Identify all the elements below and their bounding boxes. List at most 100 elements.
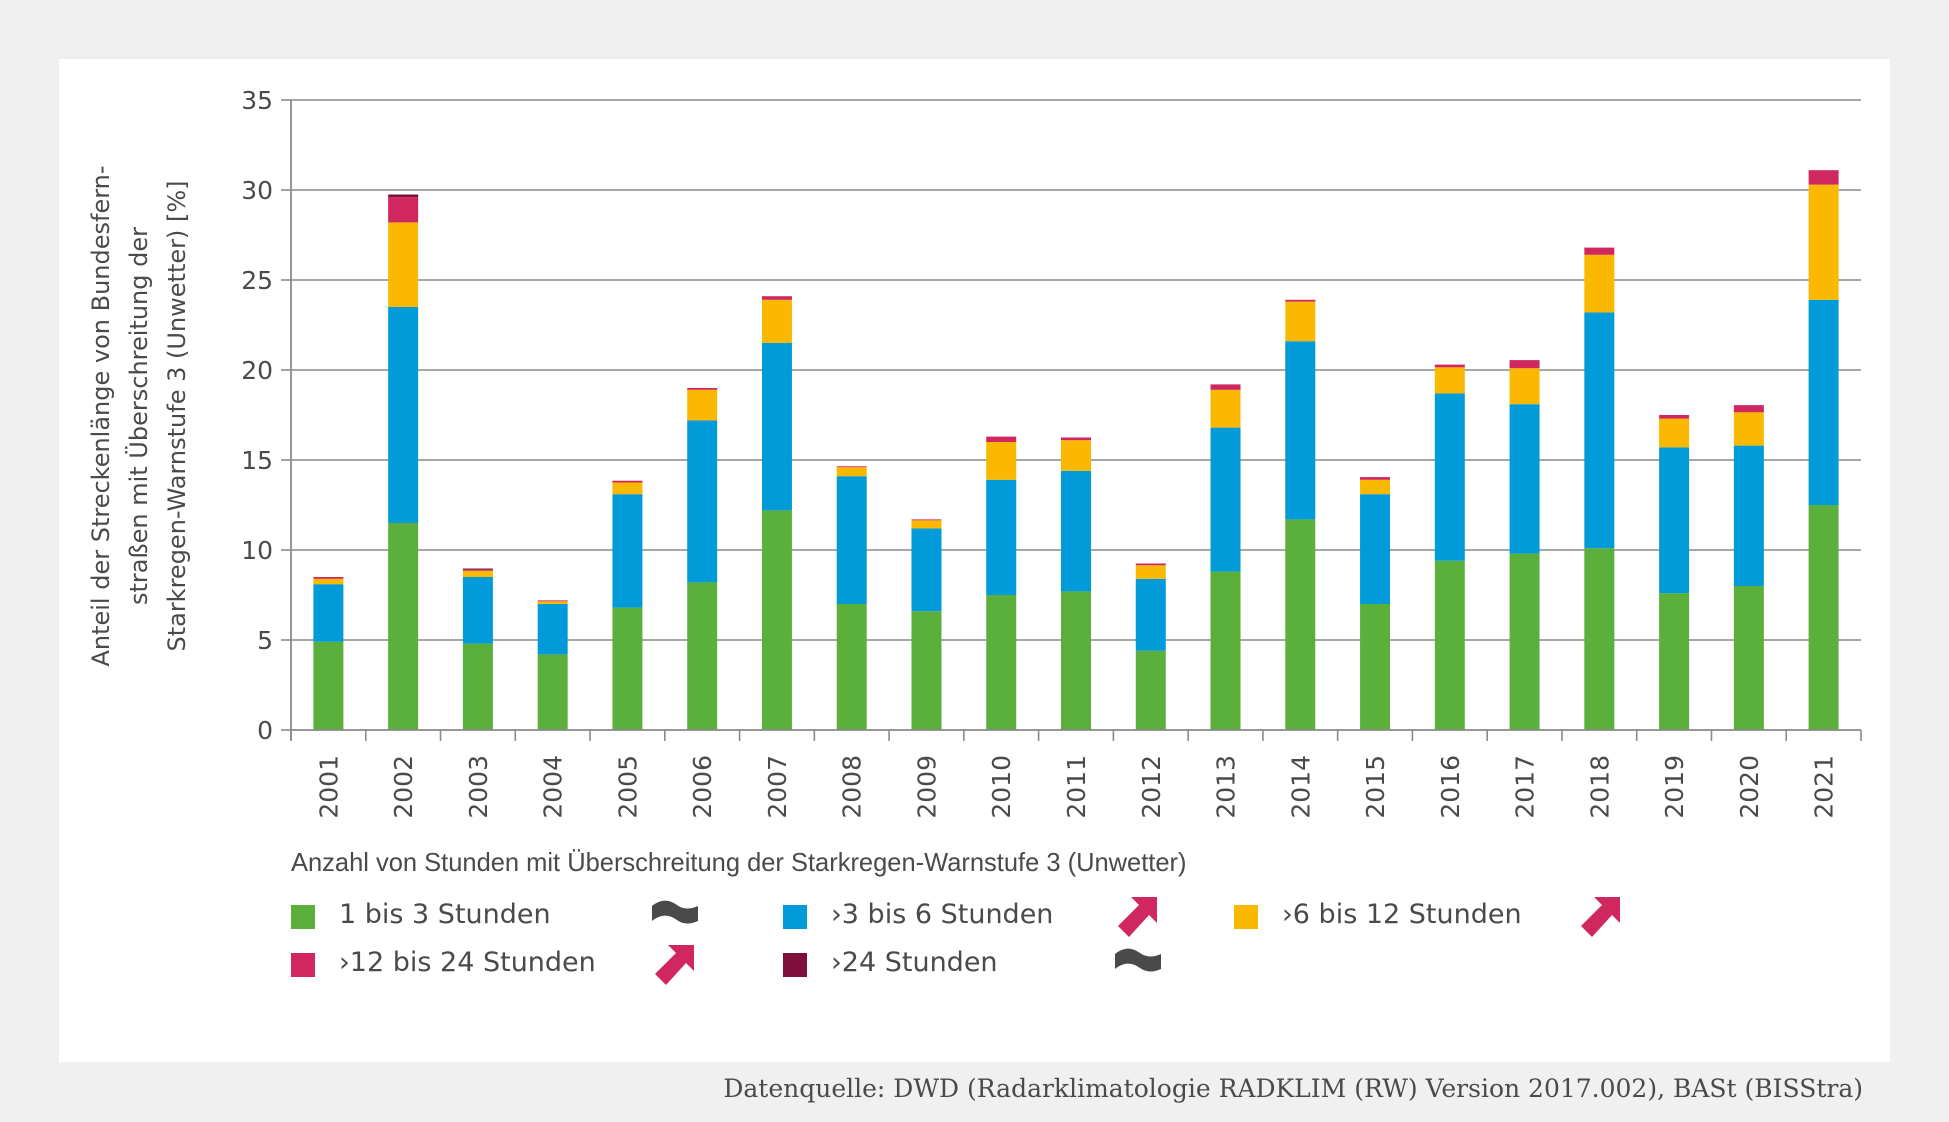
bar-stack-2003: [462, 568, 493, 730]
bar-segment: [612, 607, 643, 730]
bar-stack-2017: [1509, 360, 1540, 730]
bar-segment: [388, 523, 419, 730]
bar-segment: [836, 476, 867, 604]
bar-segment: [462, 643, 493, 730]
bar-segment: [1061, 591, 1091, 730]
legend-swatch: [291, 905, 315, 929]
bar-segment: [462, 568, 493, 570]
arrow-shape: [655, 945, 694, 985]
bar-segment: [1659, 447, 1690, 594]
bar-segment: [388, 197, 419, 223]
bar-segment: [836, 466, 867, 468]
bar-segment: [1061, 440, 1091, 471]
bar-segment: [1434, 393, 1465, 561]
bar-segment: [1061, 470, 1091, 592]
legend-swatch: [291, 953, 315, 977]
y-tick-label: 35: [241, 86, 273, 115]
legend-swatch: [1234, 905, 1258, 929]
y-tick-label: 0: [257, 716, 273, 745]
x-tick-label: 2011: [1062, 755, 1091, 819]
bar-segment: [1135, 578, 1166, 651]
bar-stack-2010: [986, 436, 1017, 730]
bar-segment: [1210, 389, 1241, 428]
bar-segment: [1285, 519, 1316, 730]
bar-stack-2004: [537, 600, 568, 730]
bar-segment: [761, 343, 792, 511]
arrow-shape: [1118, 897, 1157, 937]
legend-swatch: [783, 905, 807, 929]
bar-segment: [761, 296, 792, 300]
x-tick-label: 2001: [314, 755, 343, 819]
y-axis-title: Anteil der Streckenlänge von Bundesfern-…: [87, 165, 191, 666]
bar-segment: [1509, 553, 1540, 730]
bar-segment: [1135, 565, 1166, 579]
bar-segment: [1584, 548, 1615, 730]
y-tick-label: 5: [257, 626, 273, 655]
x-tick-label: 2004: [539, 755, 568, 819]
bar-segment: [1285, 301, 1316, 342]
x-tick-label: 2013: [1212, 755, 1241, 819]
bar-segment: [687, 389, 718, 421]
bar-segment: [1733, 445, 1764, 586]
wave-shape: [652, 900, 698, 924]
x-tick-label: 2021: [1810, 755, 1839, 819]
bar-stack-2011: [1061, 437, 1091, 730]
bar-segment: [537, 601, 568, 604]
bar-stack-2009: [911, 519, 942, 730]
bar-stack-2001: [313, 577, 344, 730]
bar-segment: [1733, 405, 1764, 413]
bar-segment: [313, 584, 344, 642]
trend-up-arrow-icon: [655, 945, 694, 985]
bar-segment: [1135, 650, 1166, 730]
bar-segment: [687, 388, 718, 390]
legend-item: ›12 bis 24 Stunden: [291, 945, 710, 985]
legend-label: ›12 bis 24 Stunden: [339, 947, 596, 978]
x-tick-label: 2009: [912, 755, 941, 819]
bar-segment: [687, 582, 718, 730]
wave-shape: [1115, 948, 1161, 972]
bar-segment: [1659, 415, 1690, 419]
bar-segment: [1210, 427, 1241, 572]
bar-segment: [1360, 479, 1391, 495]
legend-item: 1 bis 3 Stunden: [291, 897, 710, 937]
bar-segment: [388, 307, 419, 523]
bar-segment: [911, 520, 942, 529]
bar-segment: [1285, 341, 1316, 520]
bar-stack-2020: [1733, 405, 1764, 730]
bar-segment: [1285, 299, 1316, 302]
bar-segment: [911, 528, 942, 612]
x-tick-label: 2003: [464, 755, 493, 819]
bar-segment: [1360, 604, 1391, 730]
x-tick-label: 2010: [987, 755, 1016, 819]
bar-segment: [388, 222, 419, 307]
bar-segment: [1135, 563, 1166, 566]
arrow-shape: [1581, 897, 1620, 937]
bar-segment: [462, 577, 493, 644]
legend-label: ›24 Stunden: [831, 947, 998, 978]
bar-segment: [1733, 412, 1764, 446]
bar-segment: [1509, 360, 1540, 369]
x-tick-label: 2002: [389, 755, 418, 819]
bar-segment: [1659, 593, 1690, 730]
bar-segment: [1808, 299, 1839, 505]
chart-card: 0 5 10 15 20 25 30 35 2001 2002 2003 2004 2005 2006 20…: [59, 59, 1890, 1103]
bar-segment: [1210, 384, 1241, 390]
x-tick-label: 2008: [838, 755, 867, 819]
bar-segment: [313, 641, 344, 730]
bar-stack-2019: [1659, 415, 1690, 730]
trend-up-arrow-icon: [1581, 897, 1620, 937]
bar-segment: [1808, 170, 1839, 185]
bar-segment: [612, 482, 643, 495]
legend-item: ›3 bis 6 Stunden: [783, 897, 1173, 937]
no-trend-icon: [652, 900, 698, 924]
bar-segment: [1808, 184, 1839, 300]
x-tick-label: 2012: [1137, 755, 1166, 819]
bar-stack-2018: [1584, 247, 1615, 730]
bar-segment: [1360, 494, 1391, 604]
bar-stack-2002: [388, 194, 419, 730]
no-trend-icon: [1115, 948, 1161, 972]
x-tick-label: 2017: [1511, 755, 1540, 819]
x-tick-label: 2019: [1660, 755, 1689, 819]
bar-segment: [761, 510, 792, 730]
chart: 0 5 10 15 20 25 30 35 2001 2002 2003 2004 2005 2006 20…: [87, 86, 1862, 819]
